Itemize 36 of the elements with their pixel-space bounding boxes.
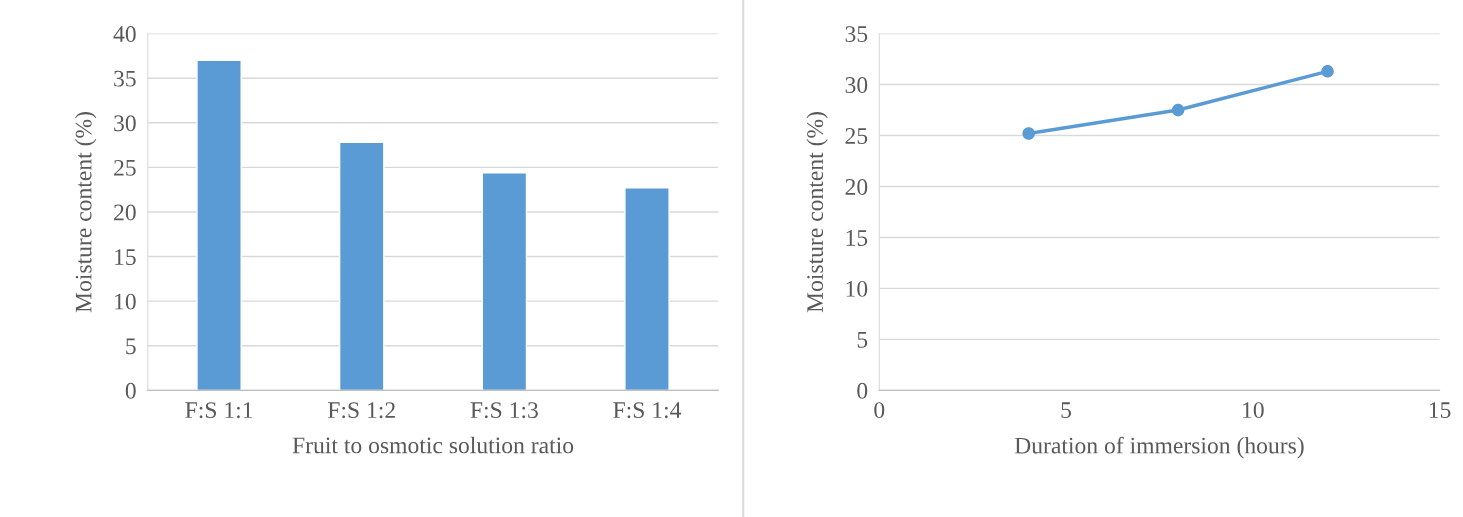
x-axis-title: Duration of immersion (hours) [1014,436,1304,459]
y-tick-label: 30 [114,115,136,132]
bar [481,172,528,391]
x-tick-label: F:S 1:3 [470,402,538,419]
bar [196,59,242,391]
y-tick-label: 5 [126,338,136,355]
x-tick-label: 15 [1429,402,1451,419]
y-tick-label: 10 [846,280,868,297]
y-tick-label: 20 [114,204,136,221]
point [1171,103,1185,117]
y-tick-label: 30 [845,77,868,93]
y-tick-label: 35 [845,26,868,43]
x-tick-label: 5 [1061,402,1072,419]
x-tick-label: F:S 1:1 [185,402,253,419]
y-tick-label: 20 [845,178,868,195]
x-tick-label: F:S 1:4 [613,402,682,419]
x-axis-title: Fruit to osmotic solution ratio [292,436,574,454]
y-tick-label: 0 [125,382,136,399]
y-tick-label: 40 [113,26,136,43]
y-axis-title: Moisture content (%) [806,112,828,313]
y-tick-label: 35 [114,70,136,87]
x-tick-label: 10 [1243,402,1264,419]
bar [338,141,385,391]
y-tick-label: 10 [115,293,136,310]
bar [624,187,670,391]
y-tick-label: 15 [846,230,868,246]
point [1022,127,1035,140]
point [1321,65,1334,78]
x-tick-label: F:S 1:2 [327,402,395,419]
y-tick-label: 0 [857,382,868,399]
y-tick-label: 25 [845,128,868,144]
y-tick-label: 5 [857,332,868,348]
y-tick-label: 15 [115,249,136,265]
y-axis-title: Moisture content (%) [74,112,97,313]
y-tick-label: 25 [114,159,136,176]
x-tick-label: 0 [874,402,885,419]
